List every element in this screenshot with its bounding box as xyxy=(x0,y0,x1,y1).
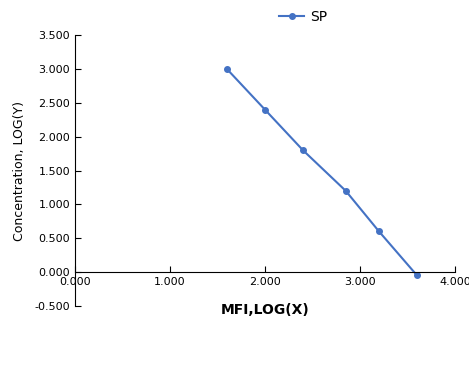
SP xyxy=(343,189,348,193)
SP xyxy=(376,229,382,234)
SP xyxy=(300,148,306,152)
SP xyxy=(224,67,230,71)
SP xyxy=(262,107,268,112)
SP xyxy=(414,273,420,278)
X-axis label: MFI,LOG(X): MFI,LOG(X) xyxy=(220,303,310,318)
Line: SP: SP xyxy=(224,66,420,278)
Legend: SP: SP xyxy=(279,10,327,24)
Y-axis label: Concentration, LOG(Y): Concentration, LOG(Y) xyxy=(13,100,26,241)
